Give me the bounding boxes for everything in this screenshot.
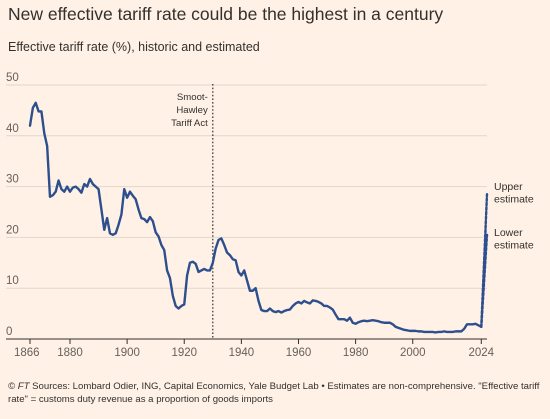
x-tick-label-1980: 1980 <box>343 347 369 359</box>
x-tick-label-1920: 1920 <box>171 347 197 359</box>
ft-copyright: © FT <box>8 381 30 392</box>
lower-label-line-0: Lower <box>494 227 523 239</box>
smoot-hawley-annotation: Smoot- Hawley Tariff Act <box>171 84 214 339</box>
y-tick-label-0: 0 <box>6 326 12 338</box>
chart-title: New effective tariff rate could be the h… <box>8 4 444 24</box>
upper-label-line-1: estimate <box>494 194 534 206</box>
sources-note: Sources: Lombard Odier, ING, Capital Eco… <box>8 381 540 405</box>
x-axis: 1866 1880 1900 1920 1940 1960 1980 2000 2024 <box>6 338 495 359</box>
chart-footer: © FT Sources: Lombard Odier, ING, Capita… <box>8 380 544 406</box>
lower-label-line-1: estimate <box>494 240 534 252</box>
x-tick-label-1900: 1900 <box>114 347 140 359</box>
x-tick-label-1960: 1960 <box>286 347 312 359</box>
historic-tariff-line <box>28 101 483 334</box>
lower-estimate-line <box>480 233 489 329</box>
x-tick-label-1880: 1880 <box>57 347 83 359</box>
annotation-line-1: Hawley <box>176 105 208 116</box>
y-tick-label-10: 10 <box>6 275 19 287</box>
y-tick-label-20: 20 <box>6 224 19 236</box>
annotation-line-0: Smoot- <box>177 92 208 103</box>
y-tick-label-40: 40 <box>6 123 19 135</box>
upper-label-line-0: Upper <box>494 181 523 193</box>
chart-subtitle: Effective tariff rate (%), historic and … <box>8 40 260 54</box>
series-layer <box>28 101 489 334</box>
gridlines: 0 10 20 30 40 50 <box>6 72 487 338</box>
x-tick-label-2024: 2024 <box>468 347 494 359</box>
annotation-line-2: Tariff Act <box>171 118 208 129</box>
x-tick-label-1866: 1866 <box>14 347 40 359</box>
y-tick-label-50: 50 <box>6 72 19 84</box>
x-tick-label-2000: 2000 <box>400 347 426 359</box>
y-tick-label-30: 30 <box>6 174 19 186</box>
x-tick-label-1940: 1940 <box>229 347 255 359</box>
